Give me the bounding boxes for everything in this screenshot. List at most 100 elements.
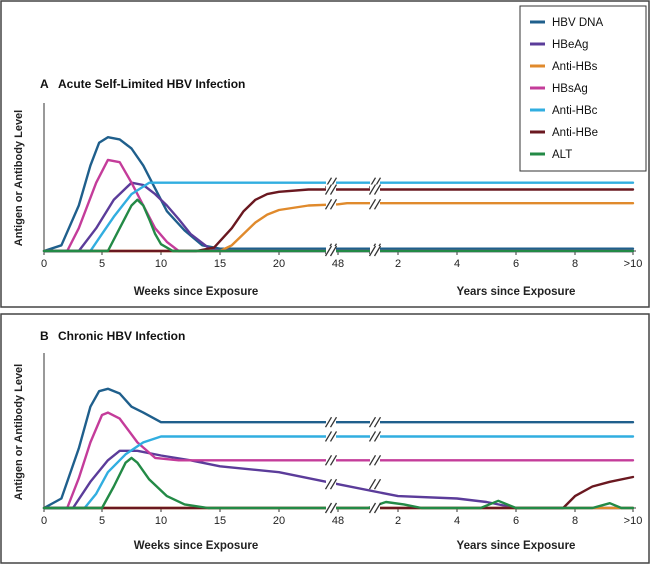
- x-tick-label: 48: [332, 515, 344, 527]
- axis-break-gap: [326, 455, 336, 466]
- axis-break-mark: [368, 416, 377, 428]
- series-line-hbv-dna: [42, 387, 635, 510]
- x-tick-label: 20: [273, 515, 285, 527]
- axis-break-mark: [373, 198, 382, 210]
- panel-b-frame: [0, 313, 650, 564]
- axis-break-mark: [373, 184, 382, 195]
- panel-a-plot: 0 5 10 15 20 48 2 4 6 8 >10: [41, 103, 642, 270]
- legend: HBV DNA HBeAg Anti-HBs HBsAg Anti-HBc Anti-HB…: [519, 5, 647, 172]
- panel-a-ylabel: Antigen or Antibody Level: [13, 110, 25, 247]
- axis-break-mark: [324, 478, 333, 490]
- legend-label: Anti-HBe: [552, 127, 598, 139]
- axis-break-gap: [326, 246, 336, 256]
- x-tick-label: 0: [41, 515, 47, 527]
- axis-break-mark: [368, 198, 377, 210]
- axis-break-gap: [370, 246, 380, 256]
- axis-break-mark: [368, 502, 377, 514]
- legend-box: [519, 5, 647, 172]
- x-tick-label: 8: [572, 515, 578, 527]
- series-line-hbeag: [42, 449, 635, 510]
- axis-break-gap: [370, 184, 380, 195]
- axis-break-mark: [373, 454, 382, 466]
- panel-b-xlabel-years: Years since Exposure: [457, 540, 576, 552]
- series-line-hbv-dna: [42, 135, 635, 253]
- axis-break-mark: [324, 416, 333, 428]
- x-tick-label: 2: [395, 258, 401, 270]
- axis-break-gap: [370, 479, 380, 490]
- x-tick-label: 4: [454, 515, 460, 527]
- x-tick-label: 15: [214, 258, 226, 270]
- axis-break-gap: [370, 199, 380, 210]
- axis-break-gap: [326, 503, 336, 513]
- axis-break-mark: [324, 502, 333, 514]
- axis-break-mark: [368, 431, 377, 442]
- panel-b-plot: 0 5 10 15 20 48 2 4 6 8 >10: [41, 353, 642, 527]
- x-tick-label: 0: [41, 258, 47, 270]
- axis-break-mark: [329, 454, 338, 466]
- axis-break-gap: [370, 177, 380, 188]
- axis-break-mark: [368, 245, 377, 257]
- panel-a-xlabel-years: Years since Exposure: [457, 286, 576, 298]
- x-tick-label: >10: [624, 258, 643, 270]
- axis-break-mark: [373, 245, 382, 257]
- x-tick-label: 6: [513, 515, 519, 527]
- axis-break-mark: [373, 502, 382, 514]
- axis-break-mark: [329, 245, 338, 257]
- axis-break-gap: [370, 417, 380, 428]
- panel-a-letter: A: [40, 77, 49, 91]
- panel-b-xlabel-weeks: Weeks since Exposure: [134, 540, 258, 552]
- axis-break-mark: [324, 431, 333, 442]
- legend-label: HBeAg: [552, 39, 588, 51]
- axis-break-mark: [368, 184, 377, 195]
- axis-break-mark: [329, 502, 338, 514]
- legend-label: Anti-HBs: [552, 61, 598, 73]
- x-tick-label: 10: [155, 258, 167, 270]
- axis-break-mark: [329, 431, 338, 442]
- x-tick-label: 15: [214, 515, 226, 527]
- axis-break-mark: [329, 416, 338, 428]
- axis-break-gap: [326, 199, 336, 210]
- axis-break-gap: [326, 417, 336, 428]
- axis-break-mark: [324, 454, 333, 466]
- x-tick-label: 5: [99, 515, 105, 527]
- legend-label: Anti-HBc: [552, 105, 598, 117]
- axis-break-gap: [326, 177, 336, 188]
- axis-break-gap: [370, 431, 380, 442]
- x-tick-label: 2: [395, 515, 401, 527]
- axis-break-mark: [368, 478, 377, 490]
- axis-break-gap: [326, 184, 336, 195]
- panel-a-title: Acute Self-Limited HBV Infection: [58, 77, 245, 91]
- legend-label: ALT: [552, 149, 572, 161]
- axis-break-mark: [329, 478, 338, 490]
- panel-b-letter: B: [40, 329, 49, 343]
- axis-break-mark: [329, 198, 338, 210]
- axis-break-mark: [329, 184, 338, 195]
- axis-break-mark: [373, 478, 382, 490]
- series-line-anti-hbc: [42, 435, 635, 510]
- panel-a-xlabel-weeks: Weeks since Exposure: [134, 286, 258, 298]
- x-tick-label: 10: [155, 515, 167, 527]
- x-tick-label: 48: [332, 258, 344, 270]
- x-tick-label: 4: [454, 258, 460, 270]
- x-tick-label: 5: [99, 258, 105, 270]
- series-line-alt: [42, 456, 635, 510]
- axis-break-gap: [326, 431, 336, 442]
- axis-break-mark: [324, 184, 333, 195]
- x-tick-label: >10: [624, 515, 643, 527]
- axis-break-gap: [370, 503, 380, 513]
- legend-label: HBsAg: [552, 83, 588, 95]
- axis-break-mark: [373, 416, 382, 428]
- axis-break-mark: [368, 454, 377, 466]
- axis-break-mark: [324, 198, 333, 210]
- series-line-anti-hbc: [42, 181, 635, 253]
- series-line-hbsag: [42, 411, 635, 510]
- panel-b-title: Chronic HBV Infection: [58, 329, 185, 343]
- axis-break-gap: [326, 479, 336, 490]
- legend-label: HBV DNA: [552, 17, 603, 29]
- axis-break-mark: [373, 431, 382, 442]
- series-line-alt: [42, 198, 635, 253]
- panel-b-ylabel: Antigen or Antibody Level: [13, 364, 25, 501]
- series-line-anti-hbe: [42, 188, 635, 253]
- axis-break-mark: [324, 245, 333, 257]
